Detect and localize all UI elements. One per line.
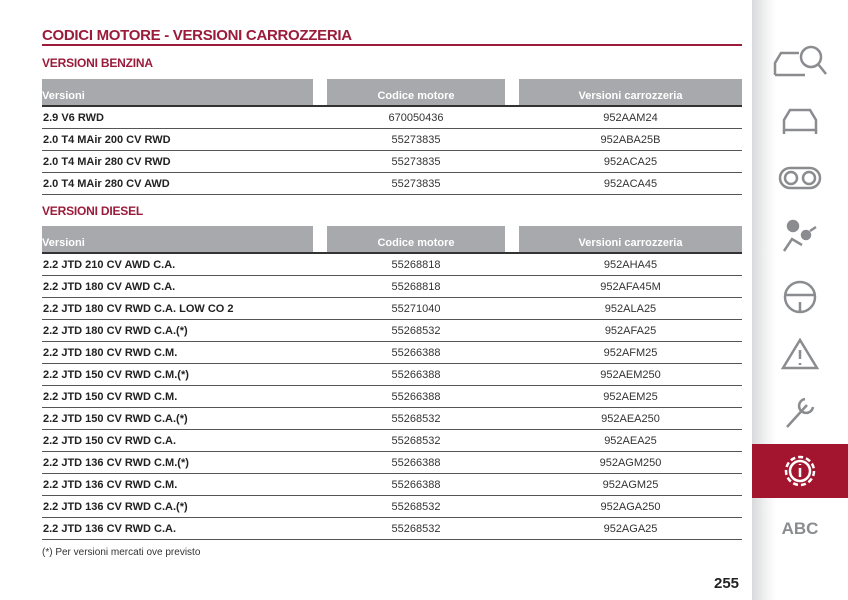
section-heading-diesel: VERSIONI DIESEL bbox=[42, 204, 144, 218]
column-header: Versioni bbox=[42, 226, 313, 252]
version-cell: 2.2 JTD 150 CV RWD C.A.(*) bbox=[43, 412, 188, 425]
engine-code-cell: 55266388 bbox=[391, 368, 441, 381]
abc-label: ABC bbox=[781, 519, 819, 538]
version-cell: 2.2 JTD 180 CV RWD C.M. bbox=[43, 346, 178, 359]
index-abc-button[interactable]: ABC bbox=[752, 504, 848, 554]
engine-code-cell: 55268818 bbox=[391, 280, 441, 293]
page-number: 255 bbox=[714, 575, 740, 592]
warning-triangle-icon[interactable] bbox=[752, 329, 848, 379]
engine-code-cell: 55268532 bbox=[391, 500, 441, 513]
table-row: 2.2 JTD 150 CV RWD C.A.(*) 55268532 952A… bbox=[42, 408, 742, 430]
section-heading-benzina: VERSIONI BENZINA bbox=[42, 56, 153, 70]
engine-code-cell: 55266388 bbox=[391, 478, 441, 491]
engine-code-cell: 55266388 bbox=[391, 390, 441, 403]
column-header: Codice motore bbox=[327, 226, 505, 252]
engine-code-cell: 55266388 bbox=[391, 346, 441, 359]
version-cell: 2.2 JTD 150 CV RWD C.M. bbox=[43, 390, 178, 403]
body-version-cell: 952AFM25 bbox=[603, 346, 658, 359]
version-cell: 2.0 T4 MAir 280 CV AWD bbox=[43, 177, 170, 190]
version-cell: 2.2 JTD 136 CV RWD C.A. bbox=[43, 522, 177, 535]
table-row: 2.2 JTD 150 CV RWD C.M. 55266388 952AEM2… bbox=[42, 386, 742, 408]
engine-code-cell: 55273835 bbox=[391, 155, 441, 168]
column-header: Versioni bbox=[42, 79, 313, 105]
engine-code-cell: 55268818 bbox=[391, 258, 441, 271]
table-row: 2.2 JTD 136 CV RWD C.A. 55268532 952AGA2… bbox=[42, 518, 742, 540]
table-row: 2.2 JTD 136 CV RWD C.A.(*) 55268532 952A… bbox=[42, 496, 742, 518]
footnote: (*) Per versioni mercati ove previsto bbox=[42, 547, 201, 558]
table-row: 2.0 T4 MAir 280 CV AWD 55273835 952ACA45 bbox=[42, 173, 742, 195]
engine-code-cell: 55268532 bbox=[391, 324, 441, 337]
body-version-cell: 952ACA25 bbox=[603, 155, 658, 168]
body-version-cell: 952AGA25 bbox=[603, 522, 658, 535]
table-diesel: Versioni Codice motore Versioni carrozzeri… bbox=[42, 226, 742, 540]
version-cell: 2.2 JTD 210 CV AWD C.A. bbox=[43, 258, 176, 271]
engine-code-cell: 55268532 bbox=[391, 434, 441, 447]
body-version-cell: 952AEM25 bbox=[603, 390, 658, 403]
body-version-cell: 952ACA45 bbox=[603, 177, 658, 190]
column-header: Versioni carrozzeria bbox=[519, 226, 742, 252]
wrench-icon[interactable] bbox=[752, 386, 848, 436]
version-cell: 2.0 T4 MAir 200 CV RWD bbox=[43, 133, 171, 146]
version-cell: 2.2 JTD 150 CV RWD C.A. bbox=[43, 434, 177, 447]
page-title: CODICI MOTORE - VERSIONI CARROZZERIA bbox=[42, 27, 352, 44]
car-icon[interactable] bbox=[752, 95, 848, 145]
body-version-cell: 952AFA25 bbox=[604, 324, 657, 337]
version-cell: 2.2 JTD 136 CV RWD C.M. bbox=[43, 478, 178, 491]
version-cell: 2.2 JTD 180 CV RWD C.A.(*) bbox=[43, 324, 188, 337]
engine-code-cell: 55273835 bbox=[391, 177, 441, 190]
table-row: 2.2 JTD 150 CV RWD C.M.(*) 55266388 952A… bbox=[42, 364, 742, 386]
version-cell: 2.2 JTD 150 CV RWD C.M.(*) bbox=[43, 368, 189, 381]
body-version-cell: 952AFA45M bbox=[600, 280, 661, 293]
table-benzina: Versioni Codice motore Versioni carrozzeri… bbox=[42, 79, 742, 195]
table-row: 2.2 JTD 150 CV RWD C.A. 55268532 952AEA2… bbox=[42, 430, 742, 452]
version-cell: 2.2 JTD 180 CV RWD C.A. LOW CO 2 bbox=[43, 302, 234, 315]
column-header: Codice motore bbox=[327, 79, 505, 105]
body-version-cell: 952AAM24 bbox=[603, 111, 658, 124]
airbag-icon[interactable] bbox=[752, 212, 848, 262]
engine-code-cell: 55273835 bbox=[391, 133, 441, 146]
version-cell: 2.2 JTD 180 CV AWD C.A. bbox=[43, 280, 176, 293]
engine-code-cell: 55266388 bbox=[391, 456, 441, 469]
body-version-cell: 952ABA25B bbox=[600, 133, 661, 146]
body-version-cell: 952AEA25 bbox=[604, 434, 657, 447]
body-version-cell: 952AGM25 bbox=[602, 478, 659, 491]
version-cell: 2.0 T4 MAir 280 CV RWD bbox=[43, 155, 171, 168]
table-row: 2.2 JTD 180 CV RWD C.A. LOW CO 2 5527104… bbox=[42, 298, 742, 320]
car-search-icon[interactable] bbox=[752, 37, 848, 87]
sidebar-nav: ABC bbox=[752, 0, 848, 600]
body-version-cell: 952AEM250 bbox=[600, 368, 661, 381]
header-gap bbox=[505, 79, 519, 105]
body-version-cell: 952AEA250 bbox=[601, 412, 660, 425]
table-row: 2.0 T4 MAir 200 CV RWD 55273835 952ABA25… bbox=[42, 129, 742, 151]
engine-code-cell: 55268532 bbox=[391, 522, 441, 535]
version-cell: 2.9 V6 RWD bbox=[43, 111, 104, 124]
table-row: 2.2 JTD 136 CV RWD C.M. 55266388 952AGM2… bbox=[42, 474, 742, 496]
body-version-cell: 952ALA25 bbox=[604, 302, 657, 315]
title-divider bbox=[42, 44, 742, 46]
table-row: 2.2 JTD 210 CV AWD C.A. 55268818 952AHA4… bbox=[42, 254, 742, 276]
column-header: Versioni carrozzeria bbox=[519, 79, 742, 105]
info-gear-icon[interactable] bbox=[752, 444, 848, 498]
table-row: 2.0 T4 MAir 280 CV RWD 55273835 952ACA25 bbox=[42, 151, 742, 173]
table-header: Versioni Codice motore Versioni carrozzeri… bbox=[42, 79, 742, 107]
table-header: Versioni Codice motore Versioni carrozzeri… bbox=[42, 226, 742, 254]
table-row: 2.2 JTD 180 CV RWD C.M. 55266388 952AFM2… bbox=[42, 342, 742, 364]
table-row: 2.9 V6 RWD 670050436 952AAM24 bbox=[42, 107, 742, 129]
version-cell: 2.2 JTD 136 CV RWD C.M.(*) bbox=[43, 456, 189, 469]
header-gap bbox=[313, 226, 327, 252]
steering-wheel-icon[interactable] bbox=[752, 272, 848, 322]
engine-code-cell: 670050436 bbox=[388, 111, 444, 124]
body-version-cell: 952AGM250 bbox=[599, 456, 662, 469]
body-version-cell: 952AHA45 bbox=[603, 258, 658, 271]
dashboard-icon[interactable] bbox=[752, 153, 848, 203]
table-row: 2.2 JTD 180 CV AWD C.A. 55268818 952AFA4… bbox=[42, 276, 742, 298]
header-gap bbox=[313, 79, 327, 105]
engine-code-cell: 55271040 bbox=[391, 302, 441, 315]
engine-code-cell: 55268532 bbox=[391, 412, 441, 425]
version-cell: 2.2 JTD 136 CV RWD C.A.(*) bbox=[43, 500, 188, 513]
body-version-cell: 952AGA250 bbox=[600, 500, 661, 513]
table-row: 2.2 JTD 180 CV RWD C.A.(*) 55268532 952A… bbox=[42, 320, 742, 342]
header-gap bbox=[505, 226, 519, 252]
table-row: 2.2 JTD 136 CV RWD C.M.(*) 55266388 952A… bbox=[42, 452, 742, 474]
